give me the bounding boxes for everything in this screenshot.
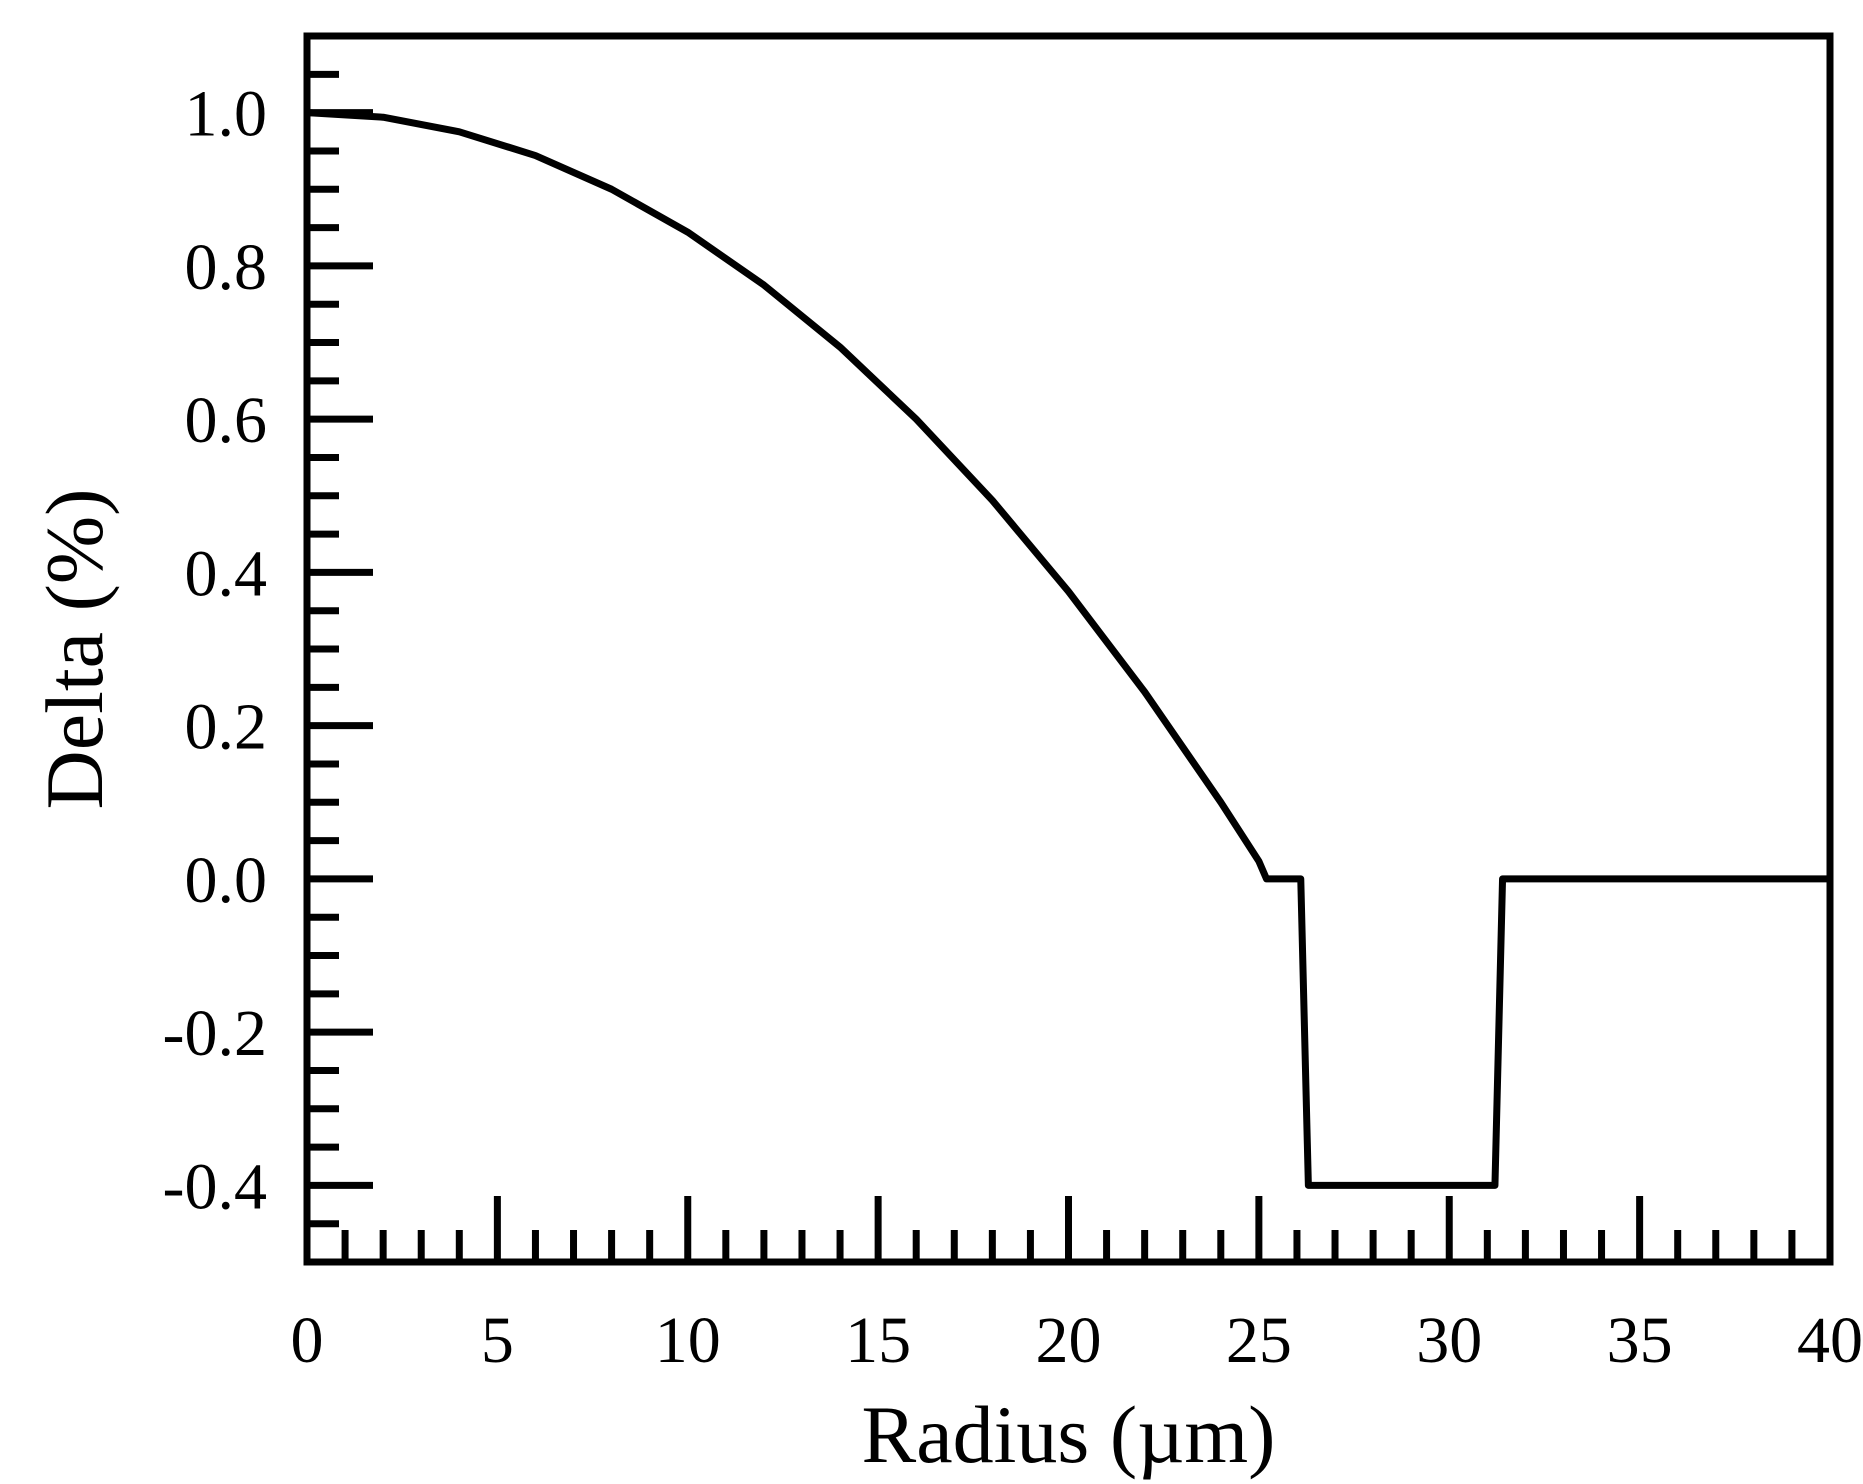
x-tick-label: 35	[1607, 1304, 1673, 1377]
x-tick-labels: 0 5 10 15 20 25 30 35 40	[291, 1304, 1863, 1377]
x-tick-label: 25	[1226, 1304, 1292, 1377]
x-tick-label: 30	[1416, 1304, 1482, 1377]
major-ticks	[303, 109, 1834, 1262]
y-axis-title: Delta (%)	[29, 489, 120, 810]
y-tick-labels: -0.4 -0.2 0.0 0.2 0.4 0.6 0.8 1.0	[163, 78, 267, 1224]
x-axis-title: Radius (µm)	[862, 1389, 1276, 1480]
y-tick-label: -0.2	[163, 997, 267, 1070]
x-tick-label: 15	[845, 1304, 911, 1377]
x-tick-label: 5	[481, 1304, 514, 1377]
y-tick-label: 1.0	[185, 78, 268, 151]
x-tick-label: 40	[1797, 1304, 1863, 1377]
x-tick-label: 20	[1036, 1304, 1102, 1377]
y-tick-label: 0.4	[185, 537, 268, 610]
y-tick-label: 0.8	[185, 231, 268, 304]
y-tick-label: 0.0	[185, 844, 268, 917]
x-tick-label: 0	[291, 1304, 324, 1377]
y-tick-label: 0.6	[185, 384, 268, 457]
x-tick-label: 10	[655, 1304, 721, 1377]
minor-ticks	[307, 32, 1796, 1266]
y-tick-label: 0.2	[185, 691, 268, 764]
plot-frame	[303, 32, 1834, 1266]
series-layer	[303, 109, 1834, 1189]
y-tick-label: -0.4	[163, 1150, 267, 1223]
profile-line	[303, 109, 1834, 1189]
